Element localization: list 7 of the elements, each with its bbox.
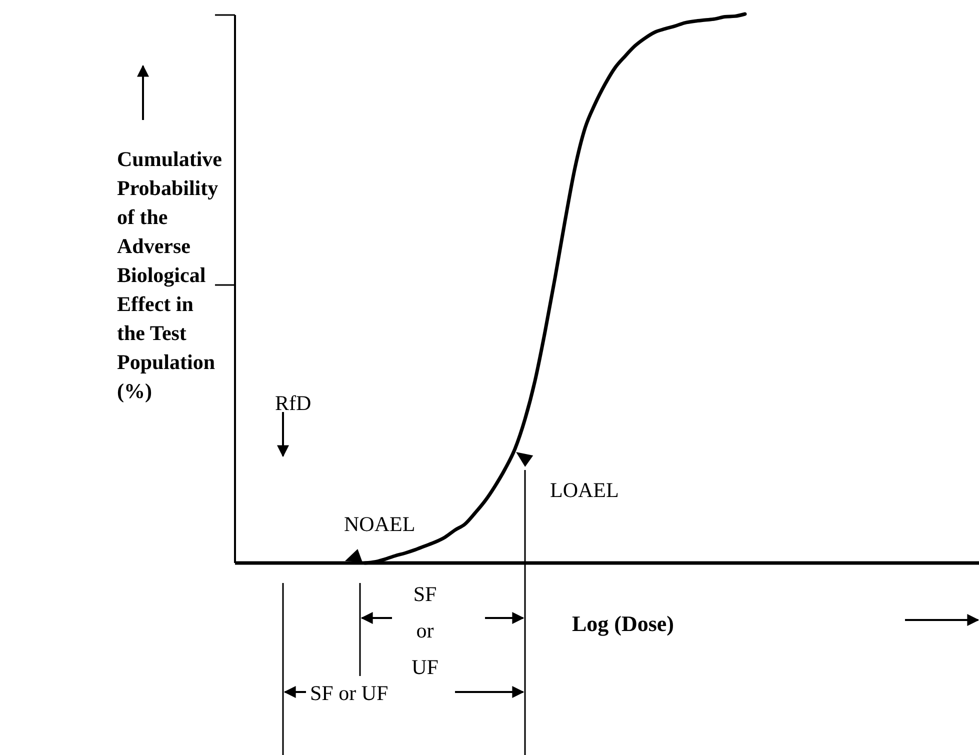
annotation: NOAEL (344, 512, 416, 536)
text: Cumulative Probability of the Adverse Biological Effect in the Test Population (%) (117, 147, 222, 403)
annotation: RfD (275, 391, 312, 415)
annotation: LOAEL (550, 478, 619, 502)
text: SF or UF (310, 681, 388, 705)
x-axis-title: Log (Dose) (572, 611, 674, 636)
text: SF or UF (412, 582, 438, 679)
